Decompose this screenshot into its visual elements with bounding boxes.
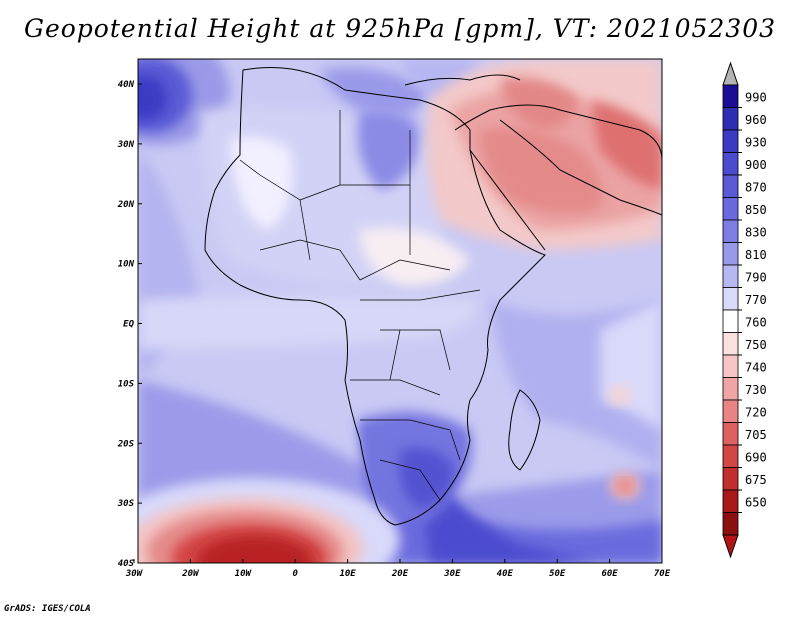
colorbar-label: 720: [745, 405, 767, 419]
lon-tick-label: 0: [292, 569, 298, 579]
grads-credit: GrADS: IGES/COLA: [4, 604, 91, 614]
lon-tick-label: 30W: [125, 569, 144, 579]
coastline: [204, 67, 662, 526]
lon-tick-label: 40E: [497, 569, 514, 579]
colorbar-label: 850: [745, 203, 767, 217]
colorbar-label: 870: [745, 180, 767, 194]
colorbar-label: 770: [745, 293, 767, 307]
colorbar-label: 830: [745, 225, 767, 239]
lon-tick-label: 30E: [443, 569, 461, 579]
colorbar-label: 675: [745, 473, 767, 487]
colorbar-swatch: [722, 512, 739, 536]
lat-tick-label: 40N: [118, 80, 135, 90]
colorbar-swatch: [722, 377, 739, 401]
colorbar-swatch: [722, 354, 739, 378]
lat-tick-label: EQ: [123, 320, 134, 330]
lon-tick-label: 20W: [181, 569, 200, 579]
lon-tick-label: 10W: [235, 569, 253, 579]
lon-tick-label: 60E: [601, 569, 618, 579]
colorbar-swatch: [722, 489, 739, 513]
colorbar-label: 960: [745, 113, 767, 127]
colorbar-swatch: [722, 84, 739, 108]
lat-tick-label: 30S: [117, 499, 135, 509]
colorbar-label: 730: [745, 383, 767, 397]
colorbar-over-arrow: [722, 61, 739, 86]
lat-tick-label: 20S: [117, 439, 135, 449]
colorbar-swatch: [722, 422, 739, 446]
colorbar-swatch: [722, 129, 739, 153]
height-field: [138, 59, 662, 563]
colorbar-swatch: [722, 332, 739, 356]
lon-tick-label: 50E: [549, 569, 566, 579]
colorbar-swatch: [722, 444, 739, 468]
colorbar-under-arrow: [722, 534, 739, 559]
colorbar-label: 705: [745, 428, 767, 442]
colorbar-swatch: [722, 152, 739, 176]
colorbar-label: 740: [745, 360, 767, 374]
map-title: Geopotential Height at 925hPa [gpm], VT:…: [23, 14, 777, 43]
colorbar-swatch: [722, 287, 739, 311]
colorbar-label: 900: [745, 158, 767, 172]
country-borders: [239, 110, 481, 501]
lon-tick-label: 20E: [391, 569, 409, 579]
lat-tick-label: 10N: [118, 260, 135, 270]
colorbar-swatch: [722, 467, 739, 491]
colorbar-label: 760: [745, 315, 767, 329]
colorbar-swatch: [722, 219, 739, 243]
lat-tick-label: 10S: [118, 379, 135, 389]
colorbar-label: 810: [745, 248, 767, 262]
lat-tick-label: 20N: [117, 200, 135, 210]
latitude-axis: 40N 30N 20N 10N EQ 10S 20S 30S 40S: [117, 80, 142, 569]
colorbar-label: 790: [745, 270, 767, 284]
colorbar-swatch: [722, 309, 739, 333]
colorbar-swatch: [722, 242, 739, 266]
colorbar-swatch: [722, 264, 739, 288]
colorbar: 990 960 930 900 870 850 830 810 790 770 760 750 740 7…: [722, 61, 767, 559]
lat-tick-label: 40S: [118, 559, 135, 569]
lon-tick-label: 70E: [654, 569, 671, 579]
colorbar-label: 690: [745, 450, 767, 464]
colorbar-label: 990: [745, 90, 767, 104]
lon-tick-label: 10E: [339, 569, 356, 579]
colorbar-swatch: [722, 399, 739, 423]
colorbar-label: 650: [745, 495, 767, 509]
lat-tick-label: 30N: [117, 140, 135, 150]
colorbar-swatch: [722, 174, 739, 198]
colorbar-label: 930: [745, 135, 767, 149]
colorbar-label: 750: [745, 338, 767, 352]
colorbar-swatch: [722, 107, 739, 131]
longitude-axis: 30W 20W 10W 0 10E 20E 30E 40E 50E 60E 70E: [125, 559, 671, 579]
colorbar-swatch: [722, 197, 739, 221]
